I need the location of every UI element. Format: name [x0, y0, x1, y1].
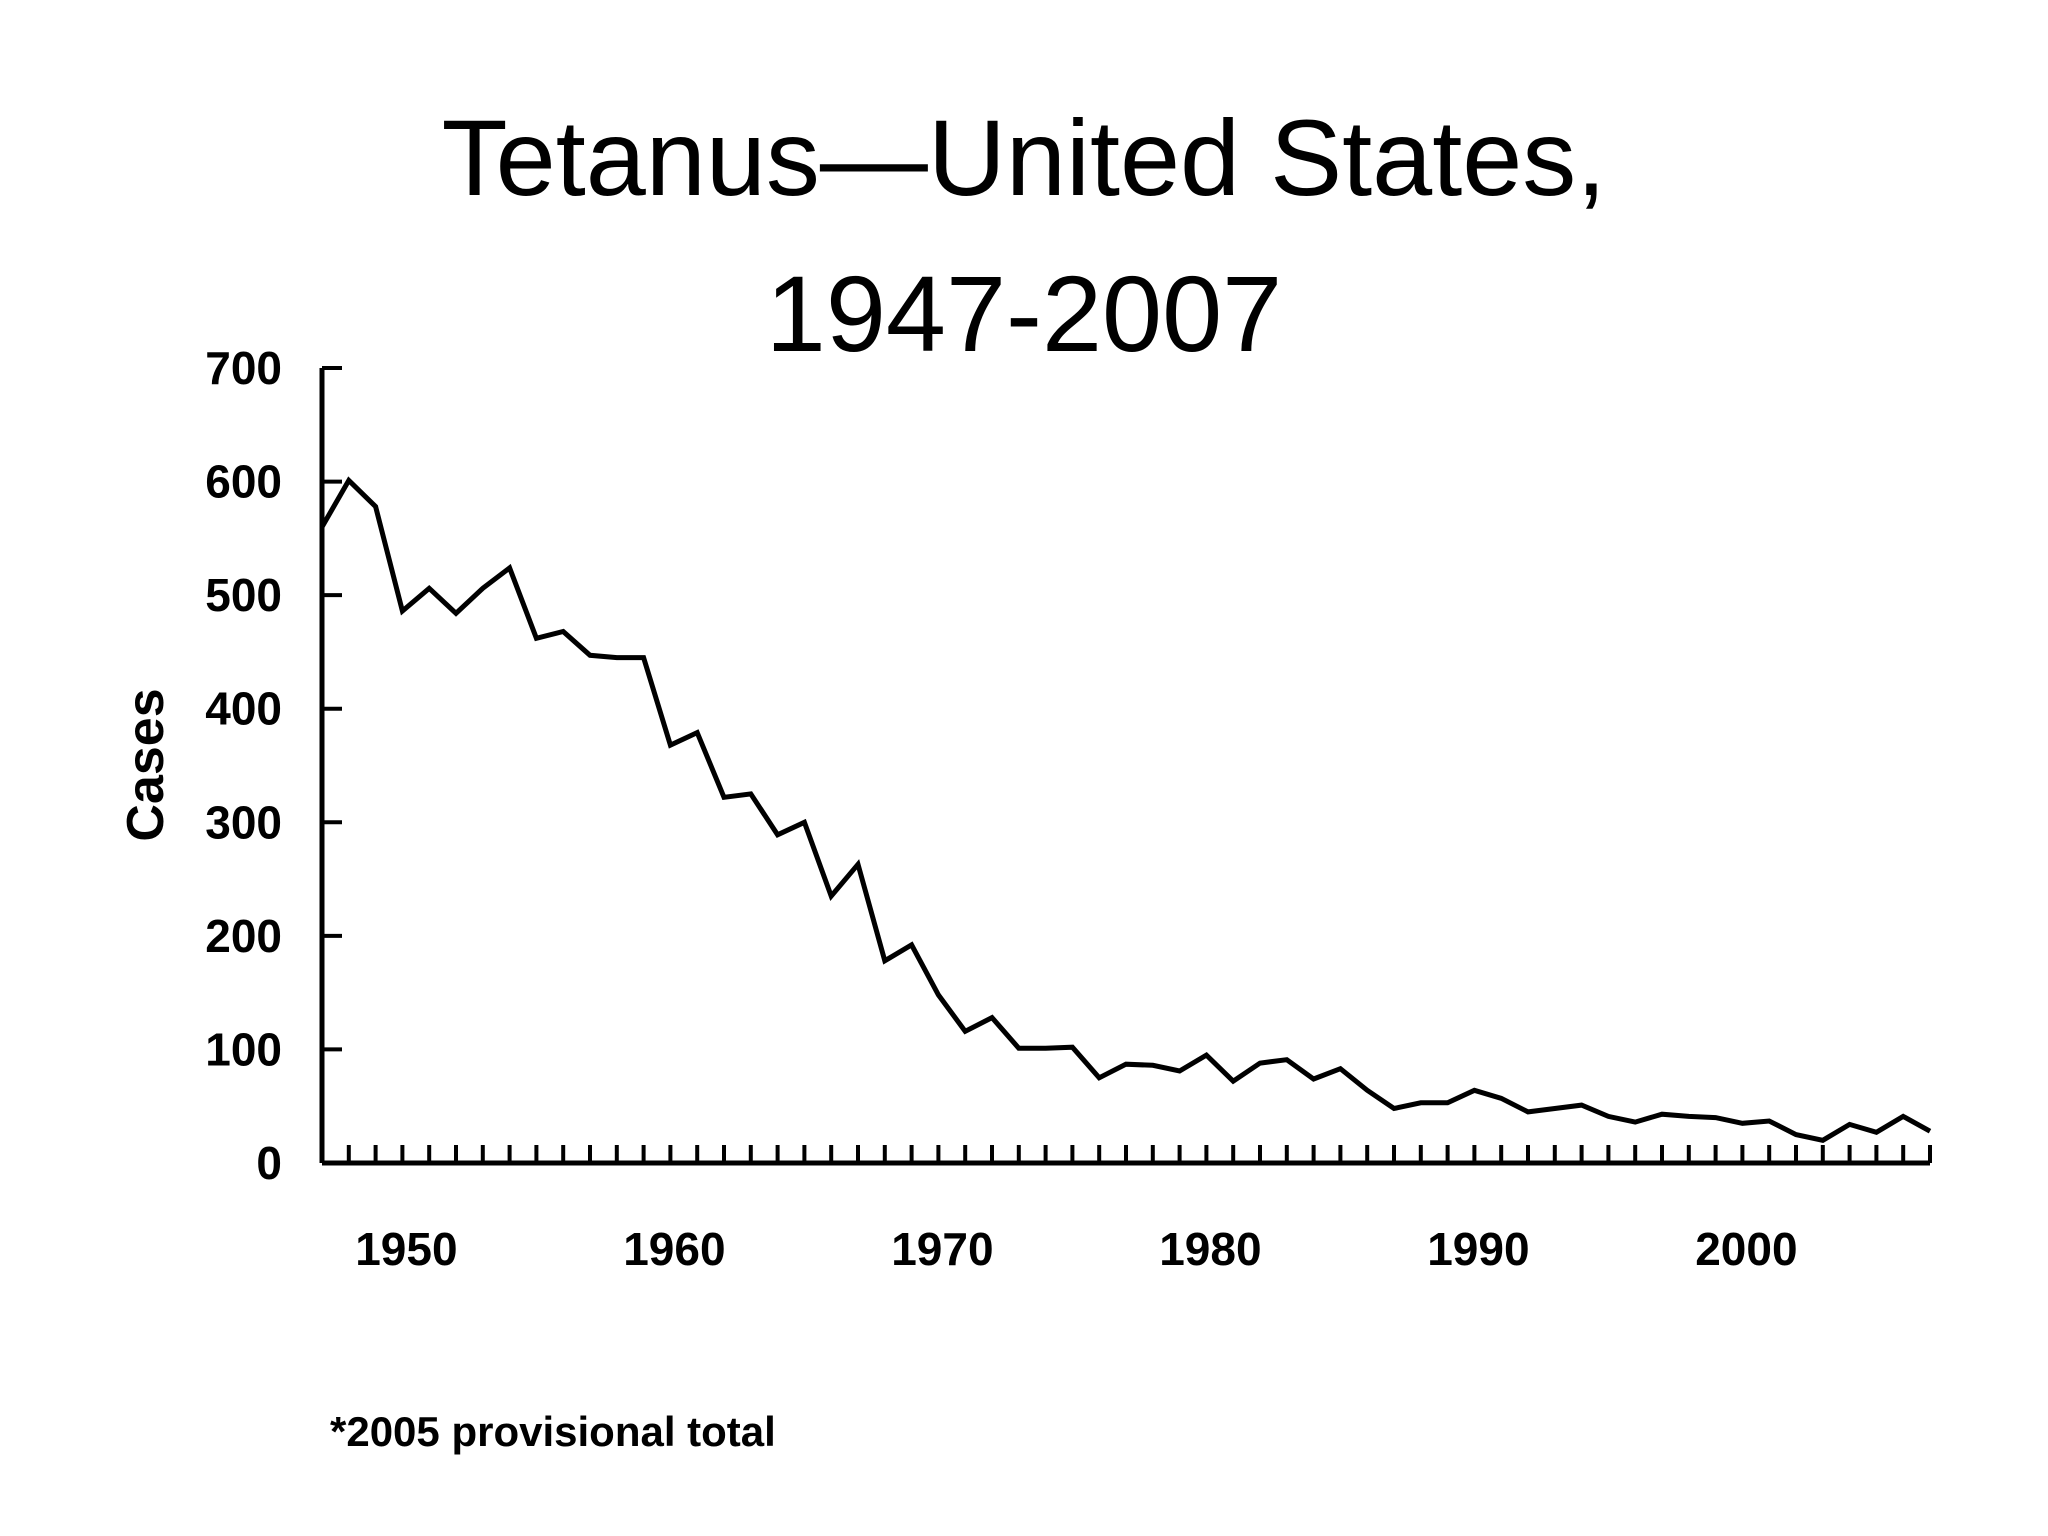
series-group	[319, 476, 1932, 1143]
x-tick-label: 1990	[1427, 1223, 1529, 1275]
y-tick-label: 300	[205, 796, 282, 848]
x-tick-label: 1970	[891, 1223, 993, 1275]
chart-title-line-2: 1947-2007	[765, 253, 1283, 374]
x-axis: 1950 1960 1970 1980 1990 2000	[320, 1145, 1932, 1275]
chart-title-line-1: Tetanus—United States,	[441, 97, 1607, 218]
series-line	[319, 476, 1932, 1143]
y-tick-label: 500	[205, 569, 282, 621]
y-tick-label: 600	[205, 456, 282, 508]
y-tick-label: 0	[256, 1137, 282, 1189]
y-tick-label: 400	[205, 683, 282, 735]
y-axis: 0 100 200 300 400 500 600 700	[205, 342, 342, 1189]
x-tick-label: 1980	[1159, 1223, 1261, 1275]
x-tick-label: 1950	[355, 1223, 457, 1275]
chart-title: Tetanus—United States, 1947-2007	[0, 80, 2048, 392]
y-tick-label: 700	[205, 342, 282, 394]
x-tick-label: 2000	[1695, 1223, 1797, 1275]
y-tick-label: 200	[205, 910, 282, 962]
y-axis-label: Cases	[117, 688, 175, 841]
y-tick-label: 100	[205, 1023, 282, 1075]
footnote: *2005 provisional total	[330, 1408, 776, 1455]
x-tick-label: 1960	[623, 1223, 725, 1275]
